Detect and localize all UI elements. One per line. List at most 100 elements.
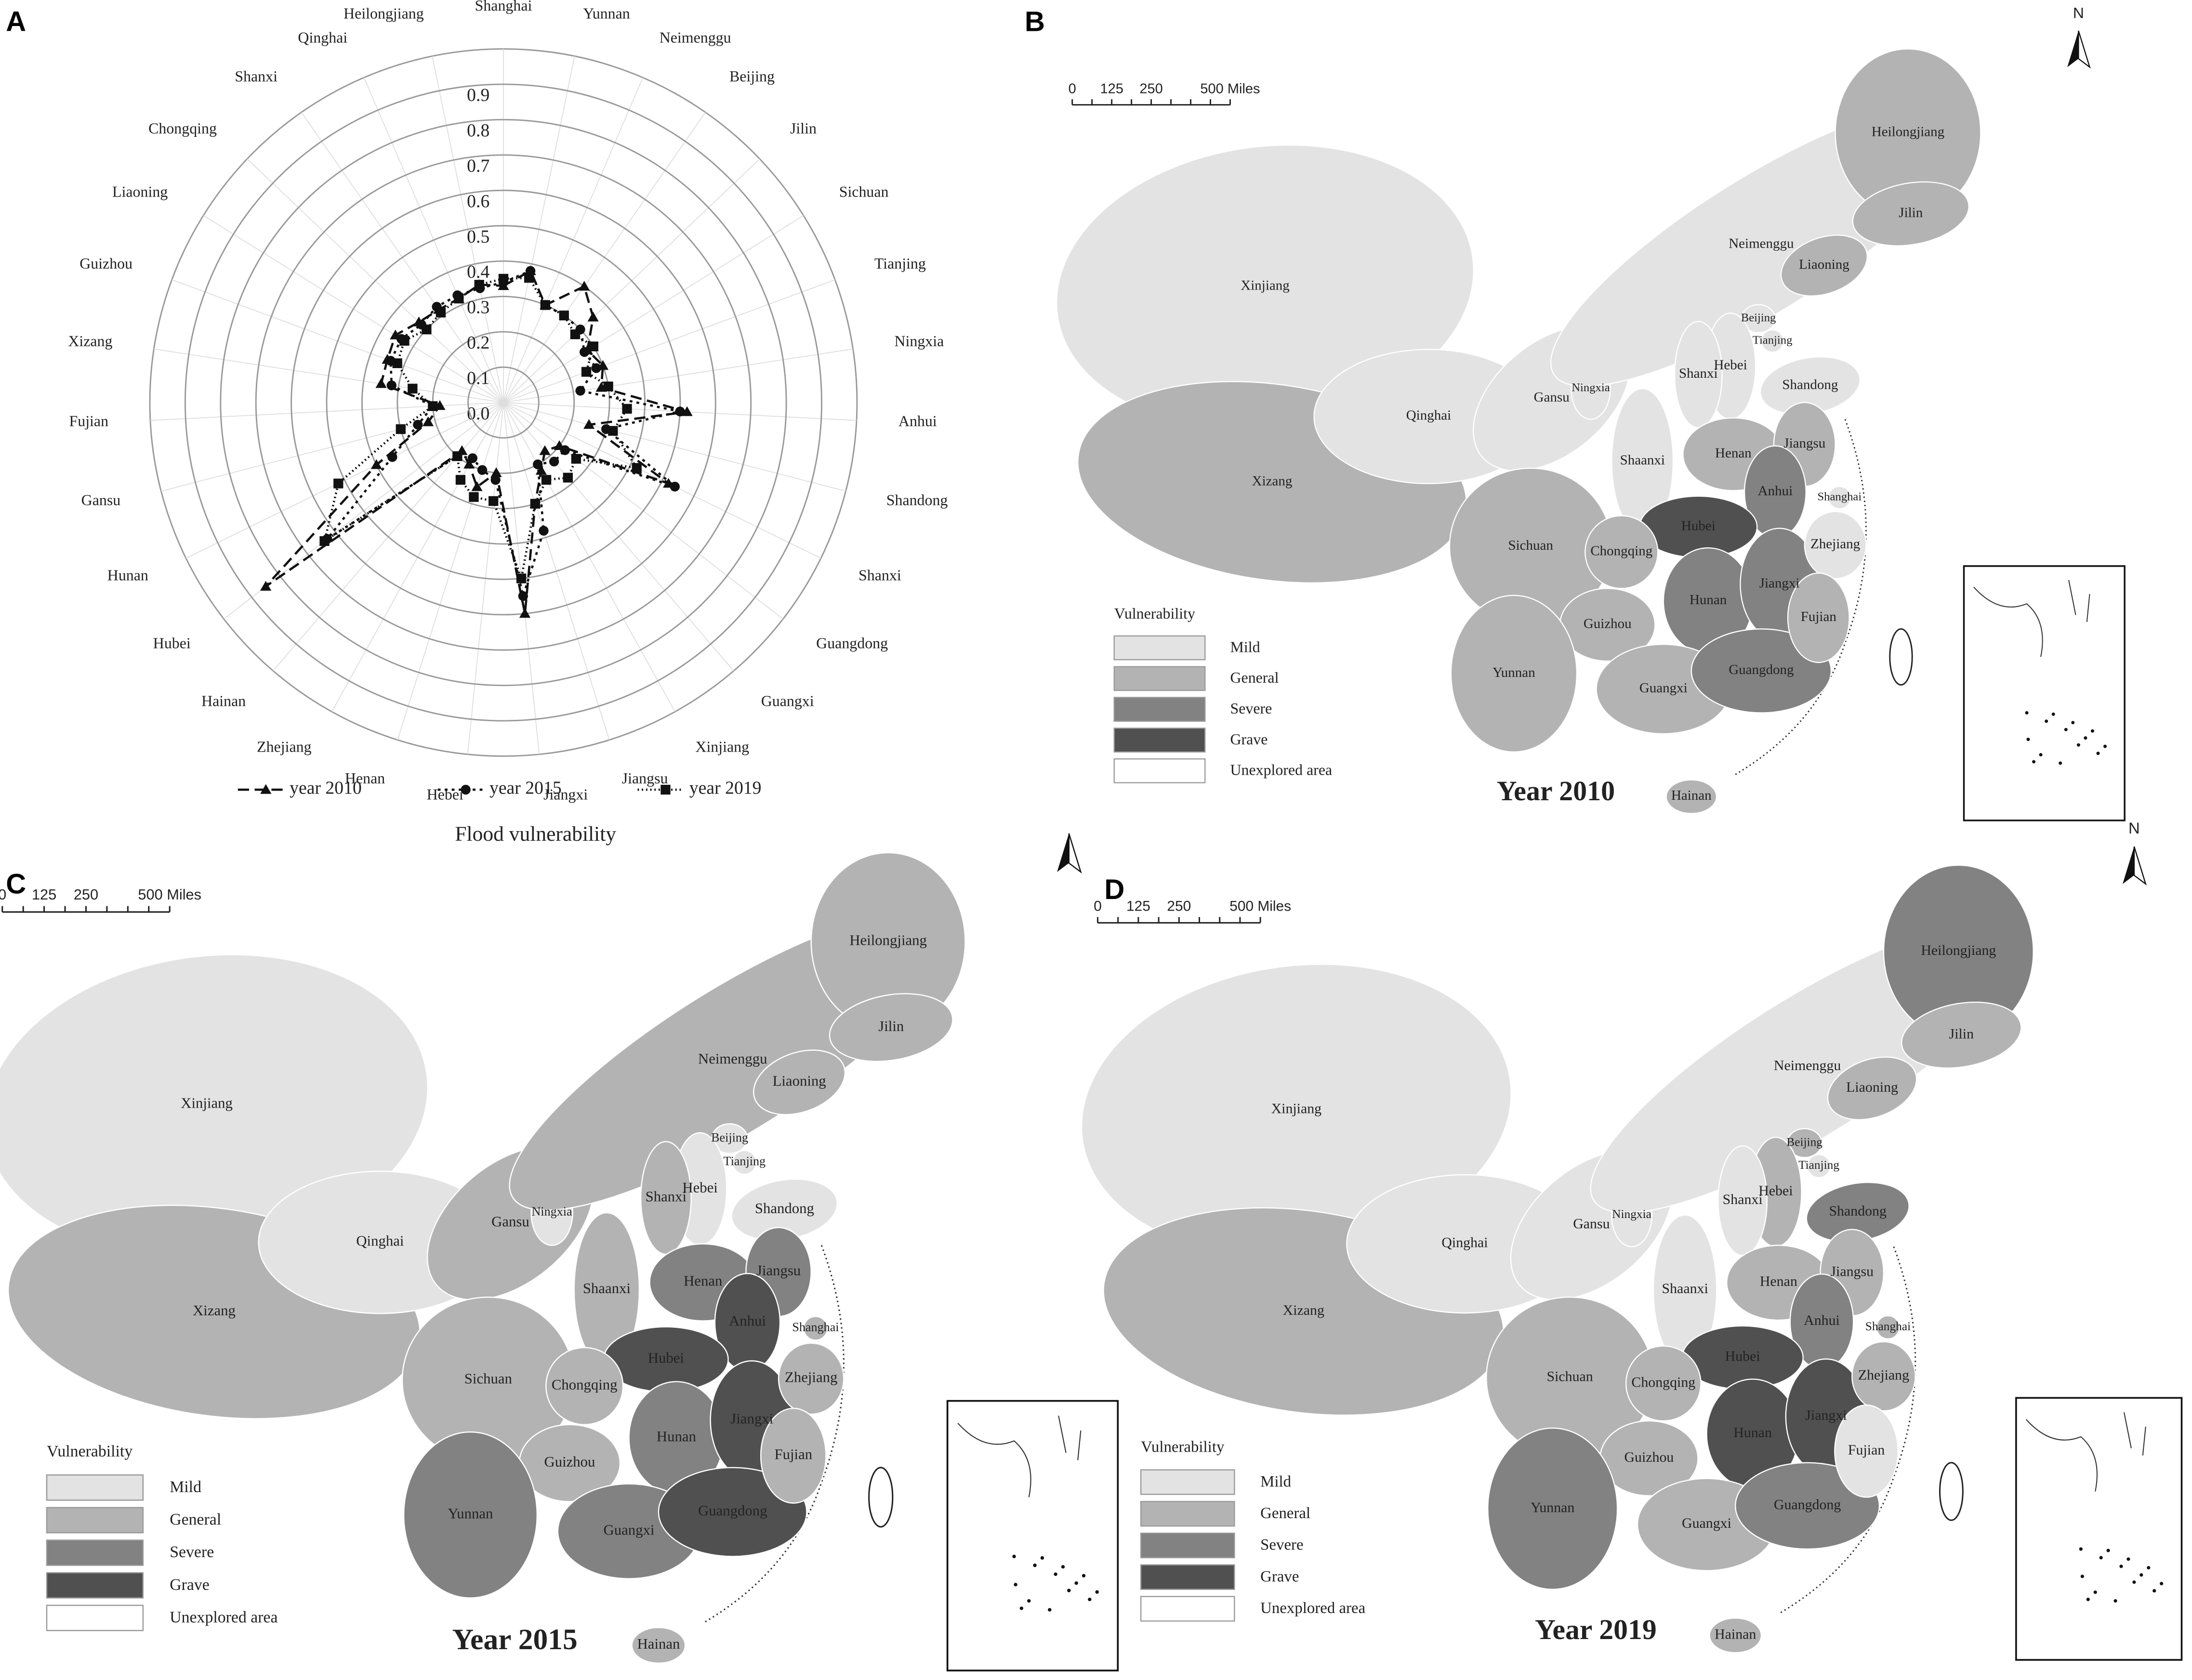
province-label: Zhejiang [1810, 536, 1860, 552]
category-label: Hainan [201, 693, 246, 710]
inset-island [2152, 1589, 2156, 1593]
province-label: Shanghai [792, 1320, 839, 1334]
marker [370, 459, 383, 469]
province-label: Hebei [682, 1179, 717, 1196]
province-label: Gansu [1534, 389, 1570, 405]
province-label: Jilin [1899, 205, 1923, 221]
legend-label: Unexplored area [170, 1608, 277, 1626]
province-label: Hainan [637, 1636, 680, 1652]
marker [333, 478, 343, 489]
province-label: Chongqing [1590, 543, 1652, 559]
province-label: Fujian [1801, 609, 1837, 624]
province-label: Xinjiang [1241, 278, 1290, 293]
marker [422, 324, 432, 334]
marker [579, 347, 590, 357]
inset-island [2093, 1590, 2097, 1594]
province-label: Yunnan [1492, 665, 1535, 680]
province [1827, 486, 1851, 510]
marker [375, 378, 387, 388]
province-label: Jiangsu [1783, 436, 1825, 451]
province [631, 1627, 686, 1664]
inset-frame [1963, 565, 2126, 821]
inset-island [1067, 1588, 1071, 1592]
inset-island [2071, 721, 2075, 725]
grid-ring [255, 154, 752, 651]
province-label: Guangxi [1639, 680, 1688, 696]
category-label: Guizhou [79, 255, 132, 272]
marker [591, 363, 601, 373]
legend-label: Mild [1230, 638, 1260, 655]
category-label: Henan [345, 770, 385, 787]
province-label: Heilongjiang [1872, 124, 1944, 139]
r-tick-label: 0.4 [467, 262, 489, 282]
category-label: Jiangsu [622, 770, 668, 787]
province [1807, 1154, 1831, 1178]
province-label: Tianjing [1798, 1158, 1839, 1172]
marker [541, 475, 552, 485]
legend-label: year 2019 [689, 778, 762, 798]
inset-island [2045, 719, 2048, 723]
category-label: Fujian [69, 412, 109, 429]
inset-island [2039, 753, 2043, 757]
marker [498, 274, 509, 284]
r-tick-label: 0.9 [467, 85, 489, 106]
category-label: Heilongjiang [343, 5, 424, 22]
scale-label: 500 Miles [138, 886, 201, 903]
inset-island [2160, 1582, 2164, 1586]
grid-ring [467, 366, 540, 439]
legend-label: Unexplored area [1260, 1600, 1365, 1617]
marker [583, 419, 595, 429]
marker [455, 475, 466, 485]
north-arrow-half [2078, 30, 2091, 69]
inset-island [2080, 1574, 2084, 1578]
inset-island [2025, 711, 2029, 714]
province-label: Ningxia [1571, 381, 1610, 394]
province-label: Sichuan [464, 1371, 512, 1387]
panel-label: A [6, 6, 26, 38]
category-label: Shandong [886, 492, 948, 509]
province [1804, 511, 1867, 580]
scale-label: 125 [1100, 81, 1123, 96]
marker [467, 453, 478, 463]
province [1787, 572, 1850, 663]
marker [519, 608, 531, 618]
province [803, 1316, 828, 1341]
panel-label: D [1104, 874, 1124, 905]
province-label: Liaoning [1799, 257, 1849, 272]
legend-label: General [1260, 1505, 1310, 1522]
province [1625, 1345, 1702, 1422]
inset-island [2079, 1547, 2083, 1551]
marker [571, 454, 581, 464]
province-label: Fujian [775, 1446, 813, 1463]
province-label: Chongqing [552, 1376, 618, 1393]
north-arrow-half [1068, 833, 1082, 874]
inset-island [2139, 1573, 2143, 1577]
province [1780, 234, 1868, 297]
r-tick-label: 0.1 [467, 368, 489, 388]
marker [408, 384, 418, 394]
category-label: Shanxi [858, 567, 901, 583]
marker [581, 367, 592, 377]
legend-swatch [1113, 666, 1206, 691]
province-label: Gansu [491, 1214, 529, 1230]
category-label: Tianjing [874, 255, 926, 272]
inset-frame [946, 1400, 1119, 1672]
r-tick-label: 0.7 [467, 156, 489, 176]
marker [319, 536, 330, 546]
inset-island [2059, 761, 2062, 765]
province-label: Xinjiang [181, 1095, 233, 1111]
grid-ring [326, 225, 681, 580]
r-tick-label: 0.5 [467, 226, 489, 247]
province-label: Heilongjiang [849, 932, 927, 948]
x-axis-title: Flood vulnerability [455, 822, 616, 846]
legend-label: Severe [170, 1543, 214, 1561]
scale-label: 500 Miles [1200, 81, 1260, 96]
radar-panel: A 0.0 0.1 0.2 0.3 0.4 0.5 0.6 0.7 0.8 0.9 Shanghai Y… [6, 0, 948, 846]
r-tick-label: 0.6 [467, 191, 489, 212]
category-label: Xizang [68, 332, 112, 349]
marker [549, 456, 559, 467]
marker [392, 358, 402, 369]
inset-island [1012, 1554, 1016, 1559]
province [1735, 1462, 1880, 1550]
province [403, 1431, 538, 1599]
